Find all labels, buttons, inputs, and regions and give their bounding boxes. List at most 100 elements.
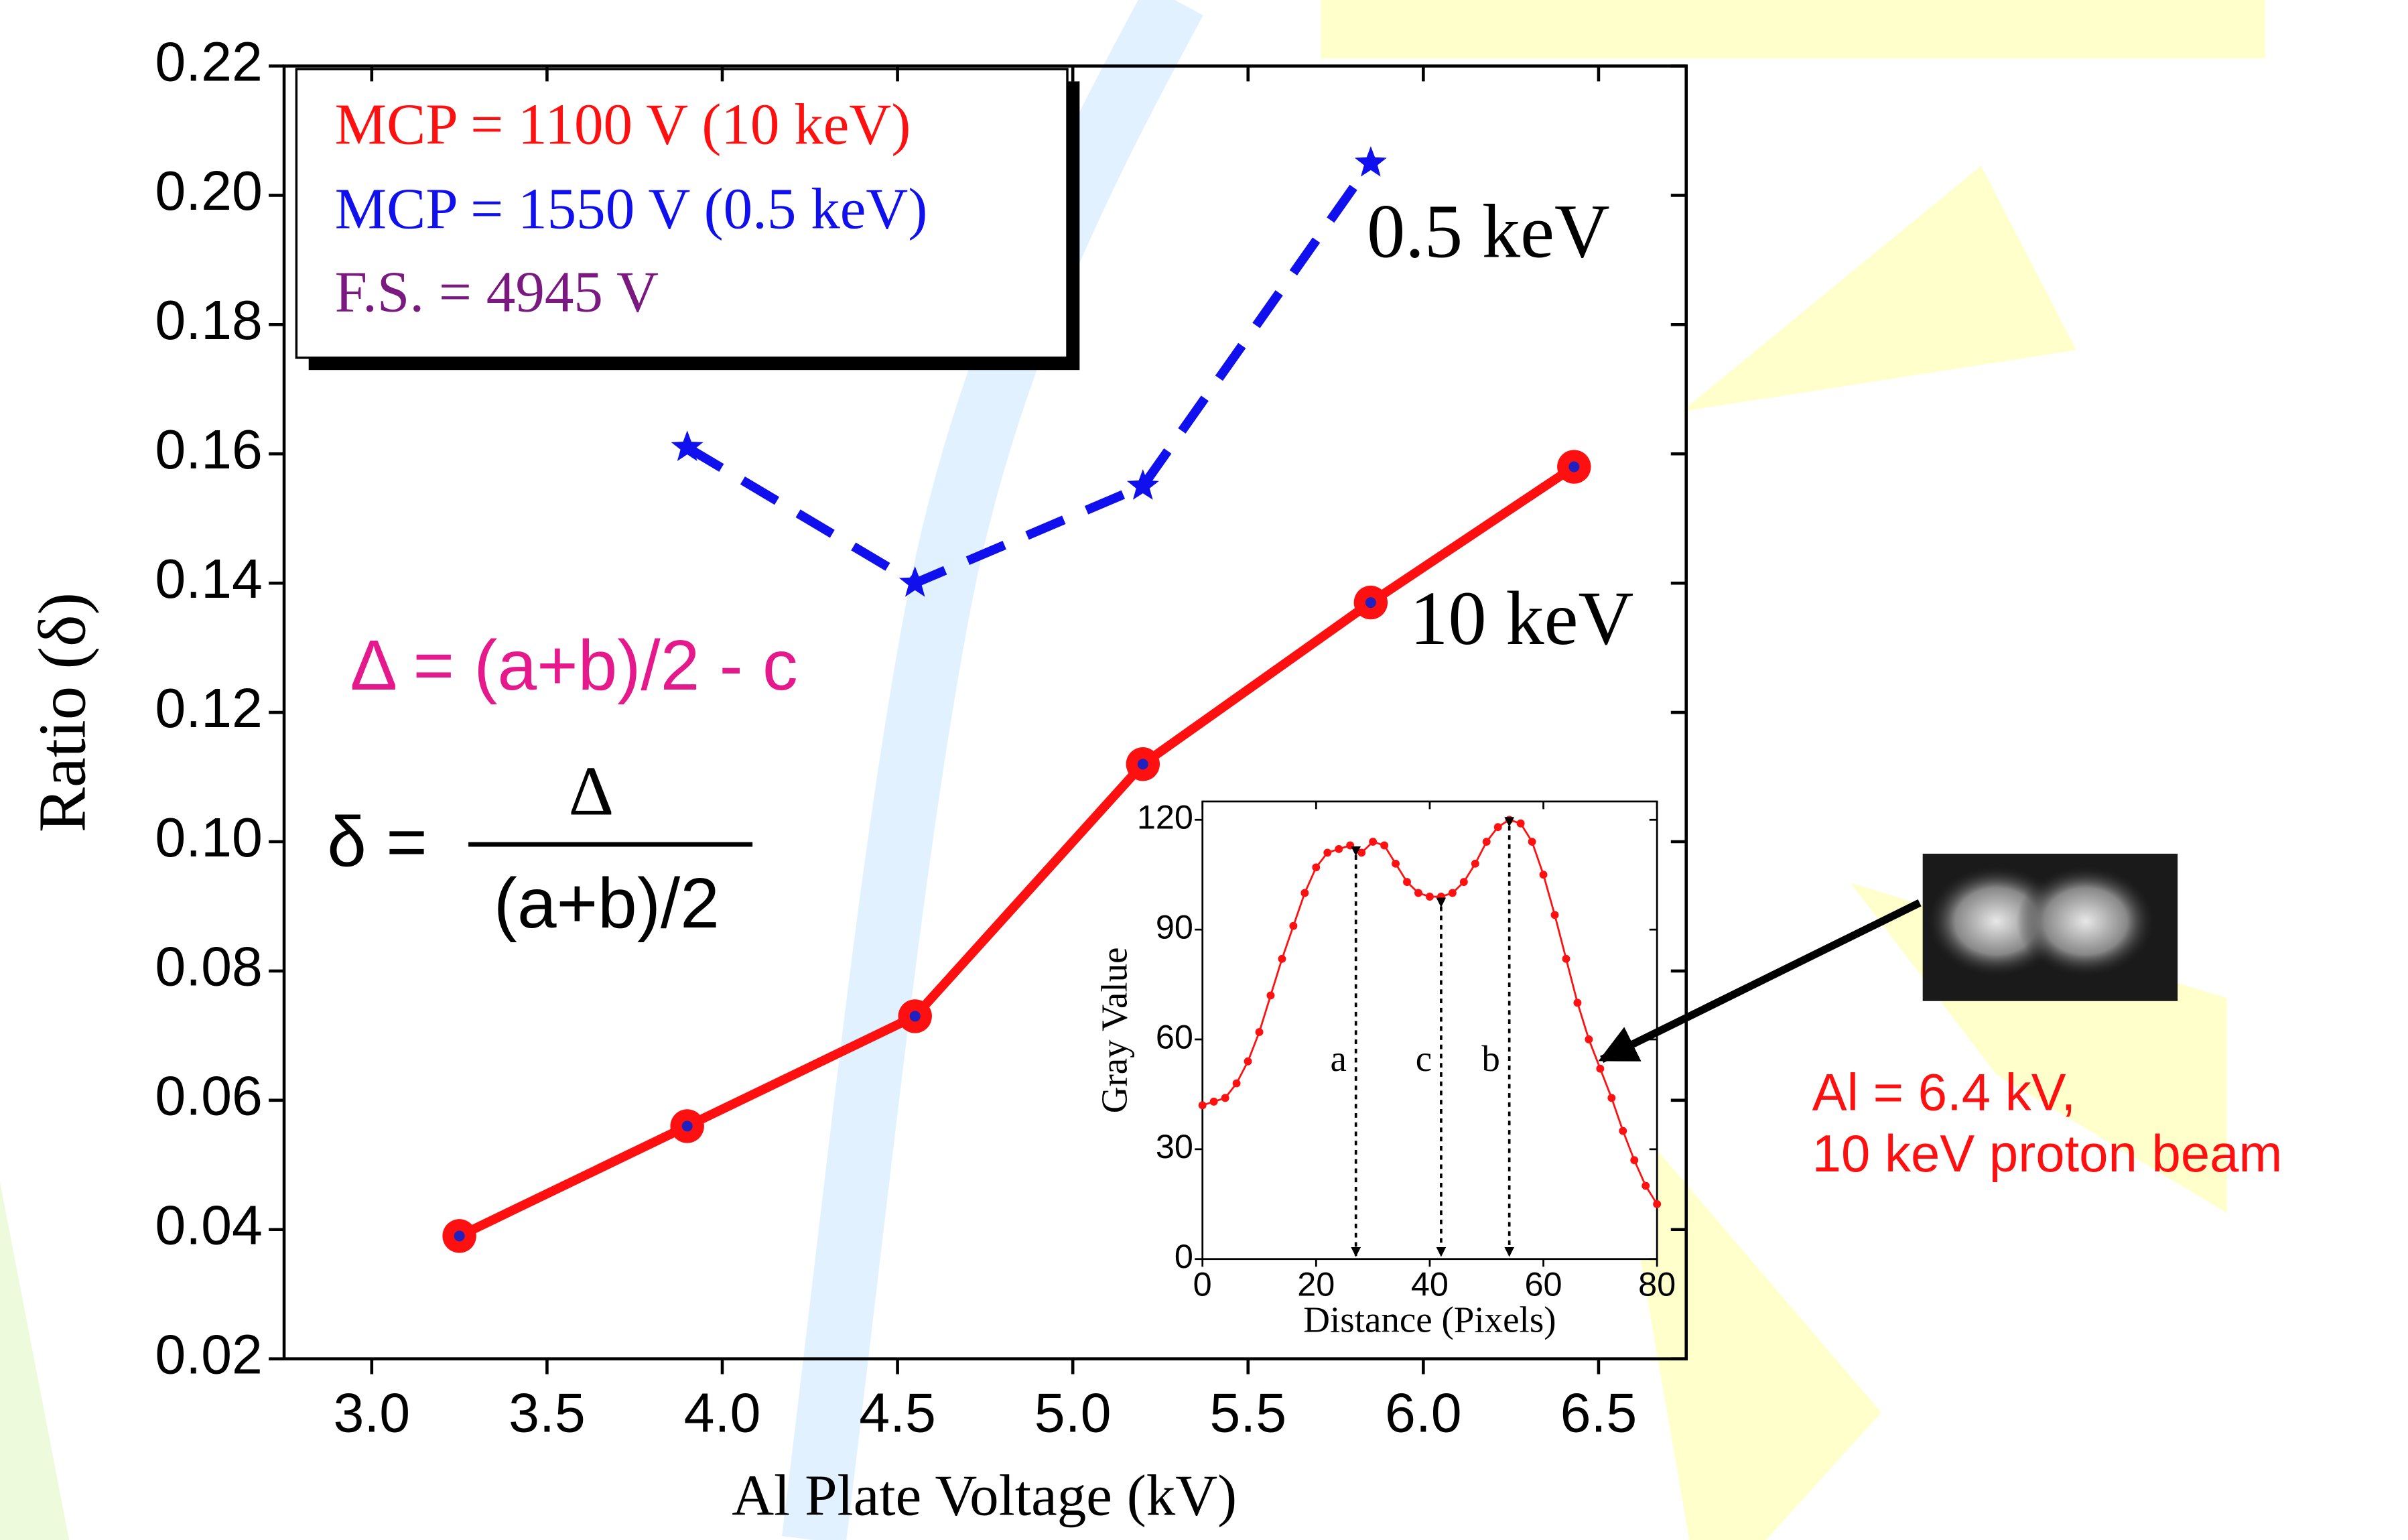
marker-center [1137, 759, 1148, 770]
y-tick-label: 0.14 [155, 548, 263, 610]
marker [1126, 469, 1159, 500]
x-tick-label: 6.0 [1385, 1383, 1462, 1444]
y-axis-title: Ratio (δ) [24, 592, 99, 832]
legend-box [295, 68, 1069, 359]
y-tick-label: 0.06 [155, 1066, 263, 1127]
marker [1289, 921, 1298, 930]
x-tick-label: 40 [1411, 1265, 1449, 1303]
marker [1459, 878, 1468, 887]
marker [1505, 816, 1514, 824]
formula-denominator: (a+b)/2 [494, 864, 720, 943]
legend-text: MCP = 1550 V (0.5 keV) [335, 176, 928, 241]
marker [1425, 893, 1434, 901]
y-tick-label: 0.08 [155, 936, 263, 998]
marker [1300, 889, 1309, 897]
marker [1278, 954, 1286, 963]
inset-plot: Gray Value Distance (Pixels) 0 20 40 60 80 0 3… [1093, 798, 1676, 1340]
x-tick-label: 60 [1525, 1265, 1562, 1303]
marker [1516, 819, 1525, 828]
background-decor [0, 0, 2265, 1540]
legend-text: MCP = 1100 V (10 keV) [335, 92, 911, 157]
formula: Δ = (a+b)/2 - c [350, 627, 798, 705]
y-tick-label: 30 [1156, 1127, 1193, 1165]
marker [1312, 863, 1321, 872]
x-tick-label: 4.5 [859, 1383, 936, 1444]
y-tick-label: 0.16 [155, 419, 263, 480]
marker [1436, 893, 1445, 901]
x-tick-label: 20 [1297, 1265, 1335, 1303]
x-tick-label: 5.0 [1034, 1383, 1112, 1444]
x-tick-label: 4.0 [684, 1383, 761, 1444]
marker [1244, 1057, 1252, 1066]
marker [1357, 848, 1366, 857]
marker-center [1568, 461, 1580, 472]
marker [1607, 1094, 1616, 1102]
y-tick-label: 0.18 [155, 290, 263, 351]
marker [1403, 878, 1411, 887]
inset-x-title: Distance (Pixels) [1303, 1299, 1556, 1340]
marker-center [681, 1120, 693, 1132]
marker [1448, 889, 1457, 897]
y-tick-label: 0 [1175, 1237, 1193, 1275]
y-tick-label: 0.22 [155, 31, 263, 92]
marker [898, 566, 931, 597]
x-tick-label: 6.5 [1560, 1383, 1637, 1444]
marker [1619, 1127, 1627, 1135]
marker [1232, 1079, 1241, 1088]
marker-center [909, 1011, 921, 1022]
marker [1221, 1094, 1229, 1102]
y-tick-label: 0.12 [155, 678, 263, 739]
marker [1585, 1035, 1593, 1043]
series-label: 10 keV [1410, 576, 1633, 661]
formula-lhs: δ = [327, 804, 427, 882]
legend-text: F.S. = 4945 V [335, 259, 659, 324]
marker [1414, 889, 1422, 897]
marker [1596, 1064, 1605, 1073]
marker [1392, 859, 1400, 868]
marker [1482, 838, 1491, 846]
beam-image [1598, 853, 2178, 1064]
marker [1539, 871, 1548, 879]
y-tick-label: 60 [1156, 1017, 1193, 1055]
x-axis-title: Al Plate Voltage (kV) [732, 1463, 1237, 1528]
marker-center [1365, 597, 1376, 608]
marker [1562, 954, 1570, 963]
marker [1255, 1028, 1264, 1037]
marker [1630, 1156, 1639, 1165]
formula-numerator: Δ [569, 752, 614, 830]
x-tick-label: 3.0 [333, 1383, 410, 1444]
y-tick-label: 0.04 [155, 1195, 263, 1257]
y-tick-label: 0.20 [155, 160, 263, 222]
arrow-label: b [1481, 1038, 1500, 1079]
series-line [685, 160, 1375, 588]
x-tick-label: 5.5 [1209, 1383, 1286, 1444]
y-tick-label: 120 [1137, 798, 1193, 836]
inset-y-title: Gray Value [1093, 947, 1134, 1113]
y-tick-label: 0.02 [155, 1324, 263, 1385]
main-plot: Ratio (δ) Al Plate Voltage (kV) MCP = 11… [24, 31, 1688, 1528]
series-line [457, 462, 1577, 1240]
x-tick-label: 80 [1638, 1265, 1676, 1303]
side-note: Al = 6.4 kV, [1812, 1062, 2076, 1121]
marker [1354, 146, 1387, 177]
y-tick-label: 90 [1156, 907, 1193, 946]
side-note: 10 keV proton beam [1812, 1124, 2283, 1183]
marker [1493, 823, 1502, 832]
marker [671, 430, 704, 462]
marker [1266, 991, 1275, 1000]
marker [1198, 1101, 1207, 1110]
marker [1471, 859, 1479, 868]
x-tick-label: 0 [1193, 1265, 1212, 1303]
x-tick-label: 3.5 [509, 1383, 586, 1444]
marker [1346, 841, 1355, 850]
series-label: 0.5 keV [1367, 189, 1610, 274]
arrow-label: a [1331, 1038, 1347, 1079]
inset-frame [1201, 800, 1658, 1261]
marker [1335, 845, 1343, 853]
marker [1369, 838, 1378, 846]
marker [1550, 911, 1559, 919]
marker [1209, 1097, 1218, 1106]
marker [1642, 1181, 1650, 1190]
